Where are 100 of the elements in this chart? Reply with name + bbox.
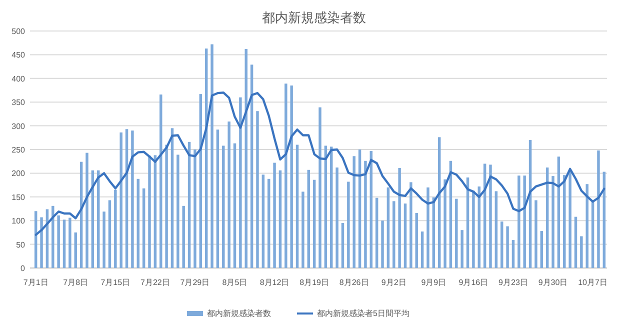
bar	[420, 232, 424, 268]
bar	[148, 156, 151, 268]
legend-label: 都内新規感染者5日間平均	[317, 309, 410, 318]
bar	[62, 220, 66, 268]
y-tick-label: 350	[12, 98, 26, 108]
bar	[586, 184, 588, 268]
bar	[523, 176, 526, 268]
bar	[444, 179, 446, 268]
bar	[108, 200, 112, 268]
bar	[114, 190, 117, 268]
bar	[597, 150, 600, 268]
bar	[194, 150, 196, 268]
x-tick-label: 8月26日	[339, 278, 369, 287]
bar	[68, 218, 72, 268]
bar	[86, 152, 88, 268]
y-tick-label: 450	[12, 50, 26, 60]
y-tick-label: 100	[12, 216, 26, 226]
bar	[358, 150, 362, 268]
bar	[500, 222, 504, 268]
bar	[278, 170, 282, 268]
bar	[518, 176, 520, 268]
bar	[182, 206, 185, 268]
bar	[426, 187, 430, 268]
bar	[347, 182, 350, 268]
x-tick-label: 9月2日	[381, 278, 406, 287]
bar	[318, 107, 322, 268]
bar	[574, 216, 578, 268]
bar	[131, 130, 134, 268]
bar	[256, 111, 259, 268]
bar	[534, 200, 538, 268]
bar	[216, 130, 220, 268]
bar	[296, 144, 299, 268]
x-tick-label: 7月15日	[100, 278, 130, 287]
bar	[398, 168, 401, 268]
x-tick-label: 9月23日	[498, 278, 528, 287]
bar	[307, 170, 310, 268]
bar	[262, 174, 265, 268]
bar	[336, 168, 338, 268]
bar	[250, 64, 254, 268]
bar	[284, 84, 288, 268]
bar	[228, 122, 230, 268]
bar	[512, 240, 515, 268]
x-tick-label: 9月30日	[538, 278, 568, 287]
bar	[364, 160, 367, 268]
bar	[176, 154, 180, 268]
bar	[239, 97, 242, 268]
x-tick-label: 8月5日	[222, 278, 248, 287]
x-tick-label: 7月22日	[140, 278, 170, 287]
bar	[557, 156, 560, 268]
x-tick-label: 7月8日	[63, 278, 88, 287]
bar	[136, 178, 140, 268]
y-tick-label: 300	[12, 122, 26, 131]
x-tick-label: 8月19日	[300, 278, 329, 287]
bar	[341, 222, 344, 268]
bar	[460, 230, 464, 268]
bar	[267, 178, 270, 268]
bar	[506, 226, 509, 268]
x-tick-label: 7月1日	[23, 278, 48, 287]
y-tick-label: 150	[12, 192, 26, 202]
bar	[273, 162, 276, 268]
bar	[40, 217, 43, 268]
x-tick-label: 8月12日	[260, 278, 290, 287]
y-tick-label: 50	[16, 240, 26, 250]
y-tick-label: 500	[12, 27, 26, 36]
x-tick-label: 9月9日	[421, 278, 446, 287]
bar	[102, 212, 106, 268]
bar	[120, 132, 122, 268]
bar	[290, 86, 293, 268]
bar	[302, 192, 304, 268]
bar	[540, 231, 544, 268]
bar	[52, 206, 54, 268]
x-tick-label: 10月7日	[578, 278, 608, 287]
y-tick-label: 0	[20, 264, 26, 273]
x-tick-label: 9月16日	[458, 278, 488, 287]
y-tick-label: 250	[12, 146, 26, 154]
x-tick-label: 7月29日	[180, 278, 210, 287]
bar	[74, 232, 77, 268]
bar	[494, 191, 498, 268]
bar	[415, 213, 418, 268]
bar	[552, 176, 554, 268]
bar	[455, 198, 458, 268]
bar	[312, 180, 316, 268]
y-tick-label: 200	[12, 169, 26, 178]
y-tick-label: 400	[12, 74, 26, 84]
line-series	[34, 92, 606, 236]
bar	[392, 201, 396, 268]
bar	[381, 220, 384, 268]
bar	[404, 204, 407, 268]
bar	[568, 170, 572, 268]
bar	[410, 182, 412, 268]
bar	[142, 188, 146, 268]
bar	[472, 190, 475, 268]
bar	[489, 164, 492, 268]
bar	[210, 44, 214, 268]
bar	[386, 187, 390, 268]
bar	[352, 156, 356, 268]
bar	[546, 168, 549, 268]
chart-title: 都内新規感染者数	[262, 10, 366, 25]
bar	[165, 144, 168, 268]
bar	[222, 146, 225, 268]
